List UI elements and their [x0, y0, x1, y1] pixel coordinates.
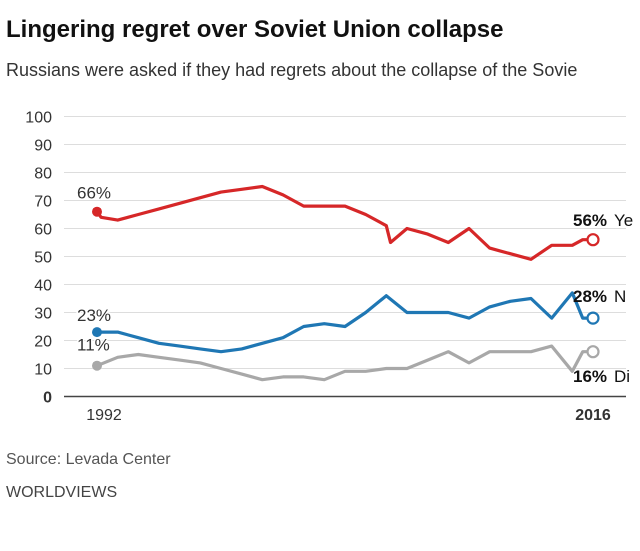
series-end-name: N [614, 287, 626, 306]
series-start-label-yes: 66% [77, 184, 111, 203]
series-end-label-yes: 56% Ye [573, 211, 633, 230]
series-line-yes [95, 184, 595, 261]
grid-layer [64, 116, 626, 398]
y-tick-label: 60 [34, 222, 52, 239]
series-start-label-no: 23% [77, 306, 111, 325]
y-tick-label: 30 [34, 306, 52, 323]
series-end-point-dont_know [586, 345, 600, 359]
series-end-name: Ye [614, 211, 633, 230]
y-tick-label: 10 [34, 362, 52, 379]
series-end-value: 56% [573, 211, 607, 230]
y-tick-label: 0 [43, 390, 52, 407]
x-tick-label: 1992 [86, 407, 122, 424]
chart-title: Lingering regret over Soviet Union colla… [6, 16, 504, 43]
series-start-point-dont_know [92, 360, 102, 371]
label-layer: 66% 56% Ye 23% 28% N 11% 16% Di [76, 182, 634, 386]
line-chart: 0 10 20 30 40 50 60 70 80 90 100 1992 2016 66% 56% Ye 2… [25, 110, 634, 425]
y-tick-label: 70 [34, 194, 52, 211]
series-end-label-no: 28% N [573, 287, 626, 306]
series-end-label-dont_know: 16% Di [573, 367, 630, 386]
series-start-point-yes [92, 206, 102, 217]
series-line-no [95, 291, 595, 354]
y-tick-label: 20 [34, 334, 52, 351]
series-end-value: 28% [573, 287, 607, 306]
series-end-point-no [586, 311, 600, 325]
series-end-name: Di [614, 367, 630, 386]
brand-label: WORLDVIEWS [6, 484, 118, 501]
series-start-point-no [92, 327, 102, 338]
y-tick-label: 100 [25, 110, 52, 127]
y-tick-label: 40 [34, 278, 52, 295]
series-layer [92, 184, 600, 382]
chart-subtitle: Russians were asked if they had regrets … [6, 60, 578, 80]
y-tick-label: 50 [34, 250, 52, 267]
series-line-dont_know [95, 344, 595, 382]
x-tick-label: 2016 [575, 407, 611, 424]
axis-layer: 0 10 20 30 40 50 60 70 80 90 100 1992 2016 [25, 110, 611, 425]
source-note: Source: Levada Center [6, 451, 171, 468]
series-end-value: 16% [573, 367, 607, 386]
y-tick-label: 90 [34, 138, 52, 155]
series-start-label-dont_know: 11% [77, 336, 110, 355]
y-tick-label: 80 [34, 166, 52, 183]
series-end-point-yes [586, 233, 600, 247]
